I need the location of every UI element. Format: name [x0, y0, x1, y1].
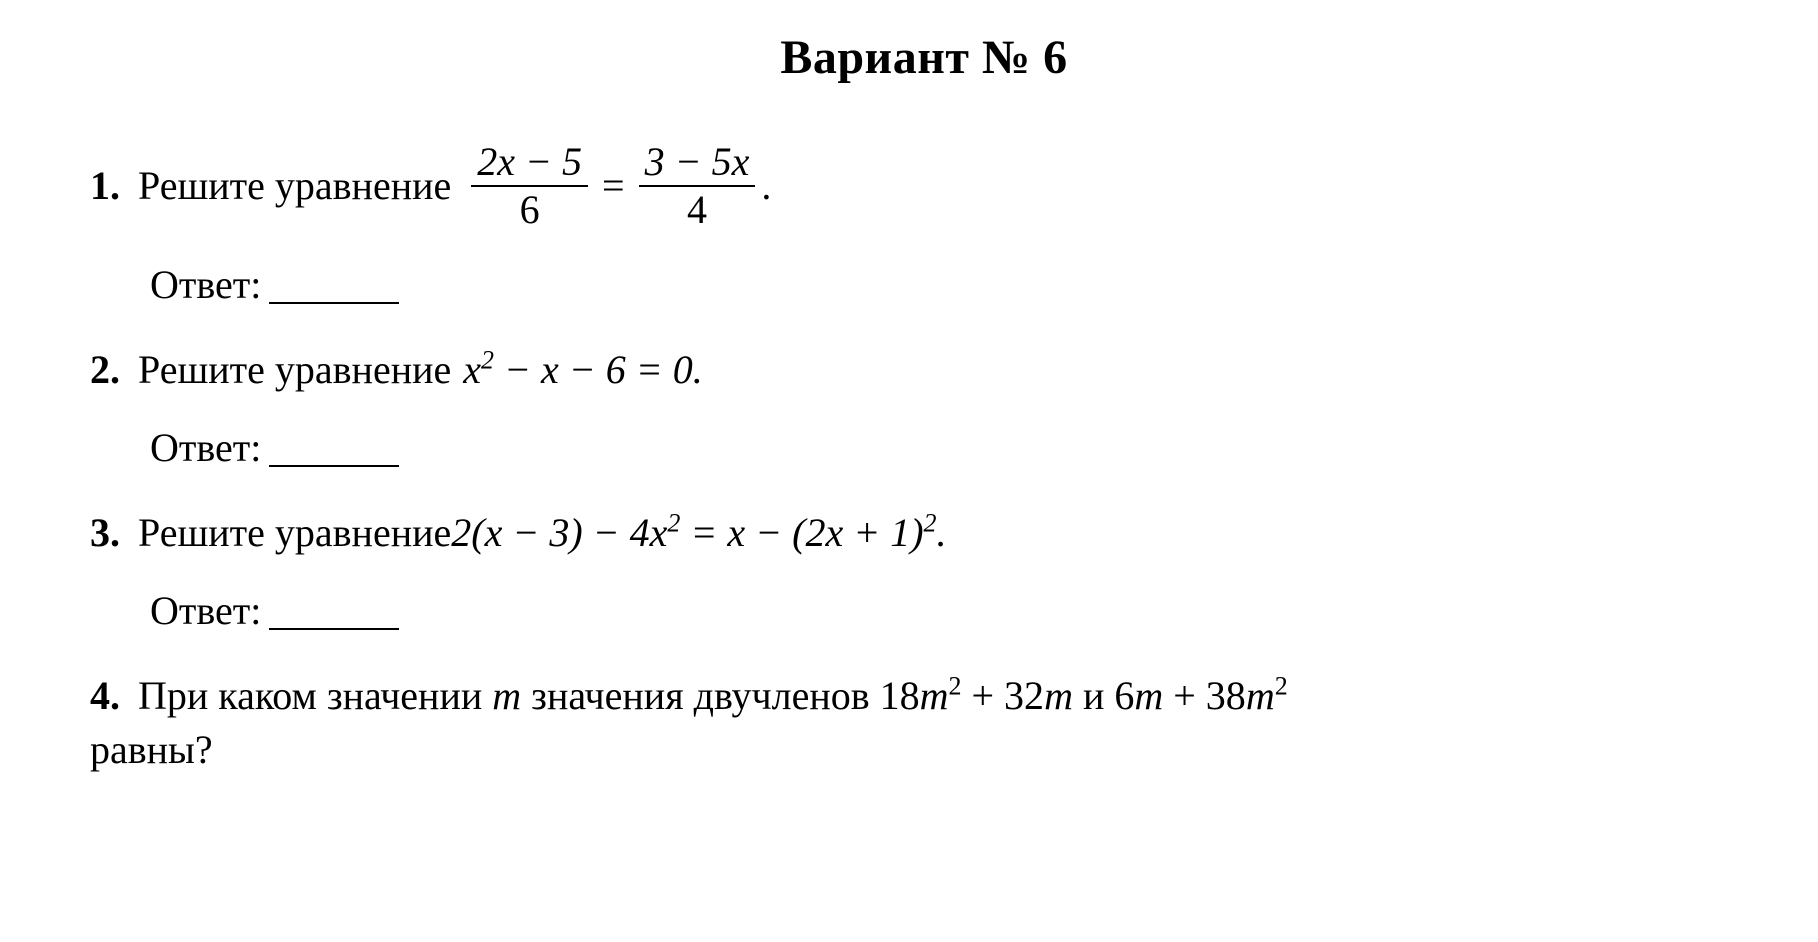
- problem-2-text: 2. Решите уравнение x2 − x − 6 = 0.: [90, 345, 1758, 395]
- fraction-numerator: 3 − 5x: [639, 140, 756, 185]
- period: .: [761, 161, 771, 211]
- problem-4-number: 4.: [90, 671, 128, 721]
- answer-label: Ответ:: [150, 260, 261, 310]
- problem-2: 2. Решите уравнение x2 − x − 6 = 0. Отве…: [90, 345, 1758, 473]
- problem-1-answer: Ответ:: [150, 260, 1758, 310]
- answer-label: Ответ:: [150, 586, 261, 636]
- answer-blank[interactable]: [269, 465, 399, 467]
- problem-4-text-line2: равны?: [90, 725, 1758, 775]
- worksheet-page: Вариант № 6 1. Решите уравнение 2x − 5 6…: [0, 0, 1818, 835]
- problem-1-fraction-2: 3 − 5x 4: [639, 140, 756, 232]
- answer-blank[interactable]: [269, 628, 399, 630]
- problem-2-equation: x2 − x − 6 = 0.: [463, 345, 703, 395]
- fraction-denominator: 4: [681, 187, 713, 232]
- problem-2-number: 2.: [90, 345, 128, 395]
- fraction-denominator: 6: [514, 187, 546, 232]
- problem-2-answer: Ответ:: [150, 423, 1758, 473]
- problem-1-fraction-1: 2x − 5 6: [471, 140, 588, 232]
- problem-1: 1. Решите уравнение 2x − 5 6 = 3 − 5x 4 …: [90, 140, 1758, 310]
- problem-2-prompt: Решите уравнение: [138, 345, 451, 395]
- problem-1-text: 1. Решите уравнение 2x − 5 6 = 3 − 5x 4 …: [90, 140, 1758, 232]
- equals-sign: =: [602, 161, 625, 211]
- problem-3-number: 3.: [90, 508, 128, 558]
- problem-3-text: 3. Решите уравнение 2(x − 3) − 4x2 = x −…: [90, 508, 1758, 558]
- worksheet-title: Вариант № 6: [90, 30, 1758, 85]
- problem-4: 4. При каком значении m значения двучлен…: [90, 671, 1758, 775]
- problem-3-equation: 2(x − 3) − 4x2 = x − (2x + 1)2.: [451, 508, 946, 558]
- problem-3-answer: Ответ:: [150, 586, 1758, 636]
- fraction-numerator: 2x − 5: [471, 140, 588, 185]
- problem-1-prompt: Решите уравнение: [138, 161, 451, 211]
- problem-4-text-line1: 4. При каком значении m значения двучлен…: [90, 671, 1758, 721]
- problem-3: 3. Решите уравнение 2(x − 3) − 4x2 = x −…: [90, 508, 1758, 636]
- answer-label: Ответ:: [150, 423, 261, 473]
- problem-3-prompt: Решите уравнение: [138, 508, 451, 558]
- problem-1-number: 1.: [90, 161, 128, 211]
- problem-4-body: При каком значении m значения двучленов …: [138, 671, 1288, 721]
- answer-blank[interactable]: [269, 302, 399, 304]
